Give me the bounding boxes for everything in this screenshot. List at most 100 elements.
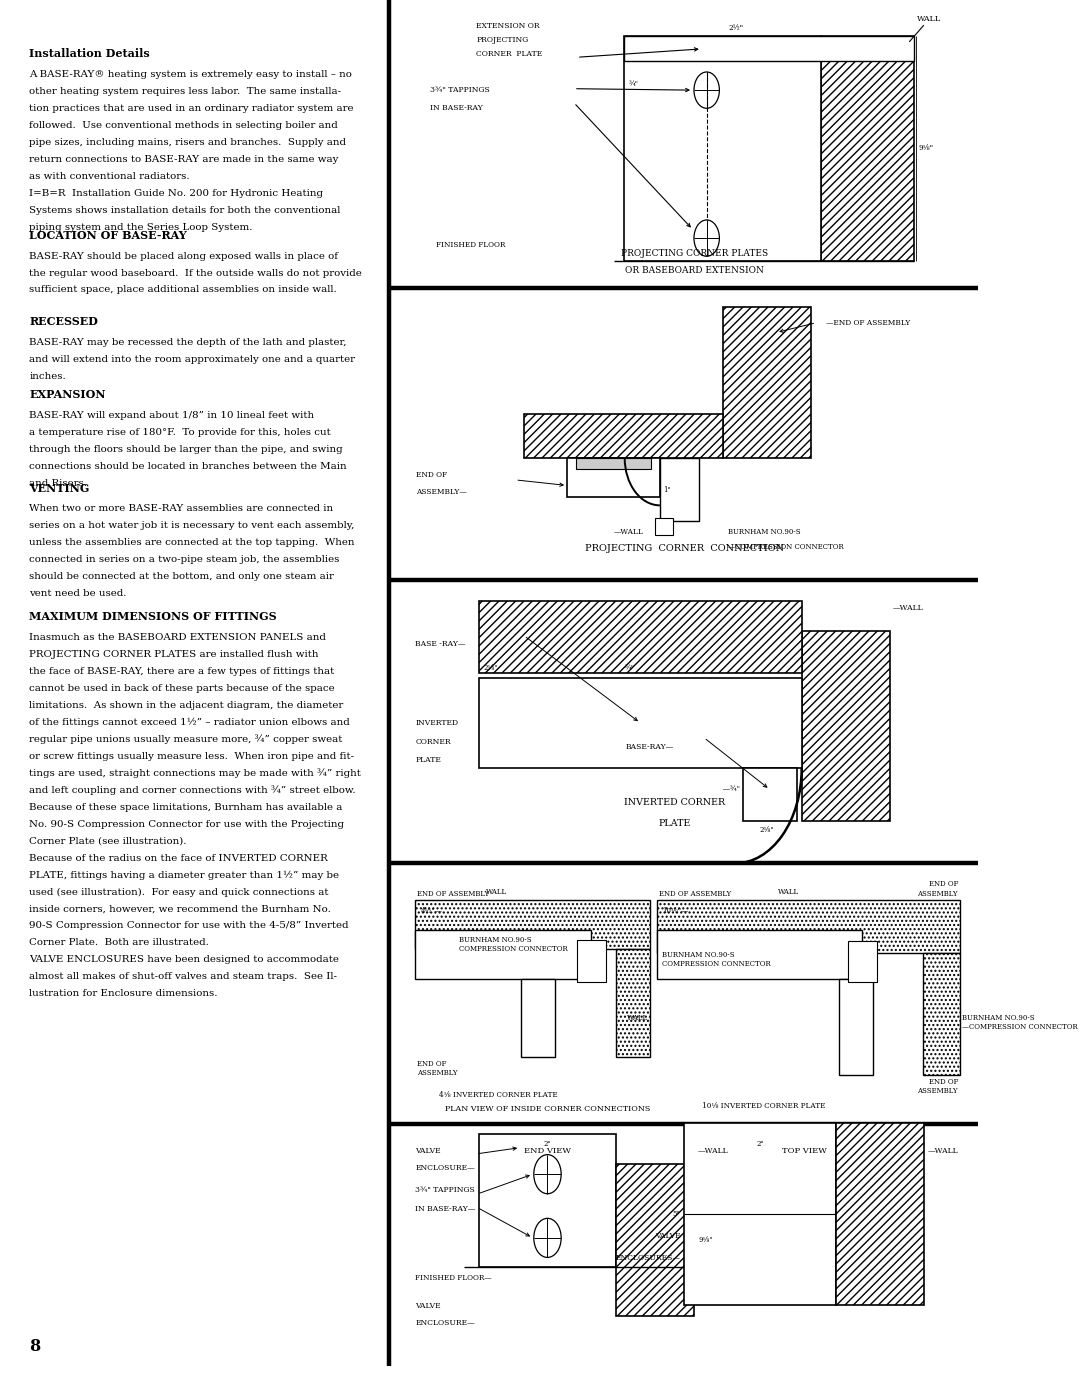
Text: as with conventional radiators.: as with conventional radiators. [29, 172, 190, 180]
Text: INVERTED CORNER: INVERTED CORNER [624, 799, 725, 807]
Bar [656, 518, 673, 535]
Text: 9⅛": 9⅛" [918, 144, 933, 152]
Text: BURNHAM NO.90-S: BURNHAM NO.90-S [728, 528, 801, 536]
Text: Installation Details: Installation Details [29, 49, 150, 59]
Text: limitations.  As shown in the adjacent diagram, the diameter: limitations. As shown in the adjacent di… [29, 701, 343, 710]
Text: EXPANSION: EXPANSION [29, 388, 106, 400]
Text: ―¾": ―¾" [724, 785, 741, 793]
Bar [836, 1123, 923, 1305]
Text: return connections to BASE-RAY are made in the same way: return connections to BASE-RAY are made … [29, 155, 339, 163]
Bar [624, 36, 914, 61]
Bar [624, 36, 821, 261]
Text: or screw fittings usually measure less.  When iron pipe and fit-: or screw fittings usually measure less. … [29, 752, 354, 761]
Text: 2⅛": 2⅛" [759, 826, 773, 834]
Text: BASE-RAY may be recessed the depth of the lath and plaster,: BASE-RAY may be recessed the depth of th… [29, 338, 347, 346]
Text: 1": 1" [663, 486, 671, 493]
Text: 8: 8 [29, 1338, 41, 1355]
Text: INVERTED: INVERTED [416, 719, 459, 728]
Text: WALL: WALL [486, 888, 507, 897]
Bar [839, 979, 873, 1076]
Text: ENCLOSURE—: ENCLOSURE— [416, 1164, 475, 1172]
Text: regular pipe unions usually measure more, ¾” copper sweat: regular pipe unions usually measure more… [29, 735, 342, 745]
Text: —COMPRESSION CONNECTOR: —COMPRESSION CONNECTOR [728, 543, 845, 552]
Bar [616, 1164, 694, 1316]
Text: EXTENSION OR: EXTENSION OR [476, 22, 540, 31]
Bar [416, 901, 650, 950]
Text: END OF
ASSEMBLY: END OF ASSEMBLY [418, 1059, 458, 1077]
Bar [660, 458, 699, 521]
Text: IN BASE-RAY—: IN BASE-RAY— [416, 1204, 476, 1213]
Text: PLATE: PLATE [659, 820, 691, 828]
Text: END OF: END OF [417, 471, 447, 479]
Text: PROJECTING: PROJECTING [476, 36, 528, 45]
Text: OR BASEBOARD EXTENSION: OR BASEBOARD EXTENSION [624, 265, 764, 275]
Text: 2": 2" [543, 1140, 552, 1148]
Text: connections should be located in branches between the Main: connections should be located in branche… [29, 462, 347, 471]
Text: 9⅛": 9⅛" [698, 1236, 713, 1243]
Bar [480, 1134, 616, 1267]
Text: VALVE: VALVE [416, 1302, 441, 1310]
Text: MAXIMUM DIMENSIONS OF FITTINGS: MAXIMUM DIMENSIONS OF FITTINGS [29, 612, 276, 622]
Text: and left coupling and corner connections with ¾” street elbow.: and left coupling and corner connections… [29, 785, 356, 795]
Text: followed.  Use conventional methods in selecting boiler and: followed. Use conventional methods in se… [29, 122, 338, 130]
Text: piping system and the Series Loop System.: piping system and the Series Loop System… [29, 222, 253, 232]
Text: lustration for Enclosure dimensions.: lustration for Enclosure dimensions. [29, 989, 218, 999]
Text: VALVE: VALVE [654, 1232, 680, 1239]
Text: PLAN VIEW OF INSIDE CORNER CONNECTIONS: PLAN VIEW OF INSIDE CORNER CONNECTIONS [445, 1105, 650, 1112]
Text: tings are used, straight connections may be made with ¾” right: tings are used, straight connections may… [29, 768, 361, 778]
Text: series on a hot water job it is necessary to vent each assembly,: series on a hot water job it is necessar… [29, 521, 354, 531]
Text: a temperature rise of 180°F.  To provide for this, holes cut: a temperature rise of 180°F. To provide … [29, 427, 332, 437]
Bar [685, 1123, 836, 1305]
Bar [616, 950, 650, 1058]
Text: 10⅛ INVERTED CORNER PLATE: 10⅛ INVERTED CORNER PLATE [702, 1102, 826, 1109]
Text: —END OF ASSEMBLY: —END OF ASSEMBLY [826, 319, 910, 327]
Text: VALVE ENCLOSURES have been designed to accommodate: VALVE ENCLOSURES have been designed to a… [29, 956, 339, 964]
Text: END OF
ASSEMBLY: END OF ASSEMBLY [918, 880, 958, 897]
Text: Systems shows installation details for both the conventional: Systems shows installation details for b… [29, 205, 340, 215]
Bar [801, 631, 890, 821]
Bar [480, 678, 801, 768]
Text: PLATE: PLATE [416, 756, 442, 764]
Text: WALL: WALL [779, 888, 799, 897]
Text: IN BASE-RAY: IN BASE-RAY [430, 105, 483, 112]
Text: PROJECTING  CORNER  CONNECTION: PROJECTING CORNER CONNECTION [584, 543, 784, 552]
Text: BASE-RAY will expand about 1/8” in 10 lineal feet with: BASE-RAY will expand about 1/8” in 10 li… [29, 411, 314, 419]
Text: inches.: inches. [29, 372, 66, 381]
Bar [848, 940, 877, 982]
Text: 4½"―: 4½"― [420, 908, 442, 915]
Text: 2": 2" [756, 1140, 764, 1148]
Text: WALL: WALL [917, 15, 941, 24]
Bar [821, 36, 914, 261]
Text: Corner Plate.  Both are illustrated.: Corner Plate. Both are illustrated. [29, 939, 210, 947]
Bar [521, 979, 555, 1058]
Text: ENCLOSURE—: ENCLOSURE— [416, 1319, 475, 1327]
Text: ¾": ¾" [624, 664, 634, 672]
Text: Corner Plate (see illustration).: Corner Plate (see illustration). [29, 837, 187, 845]
Text: Because of the radius on the face of INVERTED CORNER: Because of the radius on the face of INV… [29, 854, 328, 862]
Text: 4⅛ INVERTED CORNER PLATE: 4⅛ INVERTED CORNER PLATE [438, 1091, 557, 1098]
Bar [416, 930, 592, 978]
Text: VENTING: VENTING [29, 483, 90, 493]
Text: FINISHED FLOOR—: FINISHED FLOOR— [416, 1274, 492, 1282]
Text: BURNHAM NO.90-S
COMPRESSION CONNECTOR: BURNHAM NO.90-S COMPRESSION CONNECTOR [662, 951, 771, 968]
Text: PROJECTING CORNER PLATES are installed flush with: PROJECTING CORNER PLATES are installed f… [29, 650, 319, 659]
Text: 2⅛": 2⅛" [484, 664, 499, 672]
Text: CORNER  PLATE: CORNER PLATE [476, 50, 542, 59]
Text: BASE-RAY—: BASE-RAY— [625, 743, 674, 752]
Text: inside corners, however, we recommend the Burnham No.: inside corners, however, we recommend th… [29, 904, 332, 914]
Text: —WALL: —WALL [698, 1147, 729, 1155]
Text: connected in series on a two-pipe steam job, the assemblies: connected in series on a two-pipe steam … [29, 556, 340, 564]
Text: —WALL: —WALL [928, 1147, 958, 1155]
Text: pipe sizes, including mains, risers and branches.  Supply and: pipe sizes, including mains, risers and … [29, 138, 347, 147]
Text: When two or more BASE-RAY assemblies are connected in: When two or more BASE-RAY assemblies are… [29, 504, 334, 513]
Text: No. 90-S Compression Connector for use with the Projecting: No. 90-S Compression Connector for use w… [29, 820, 345, 828]
Text: almost all makes of shut-off valves and steam traps.  See Il-: almost all makes of shut-off valves and … [29, 972, 337, 981]
Text: I=B=R  Installation Guide No. 200 for Hydronic Heating: I=B=R Installation Guide No. 200 for Hyd… [29, 189, 323, 198]
Text: END OF ASSEMBLY: END OF ASSEMBLY [418, 890, 489, 898]
Text: 5": 5" [673, 1210, 680, 1218]
Text: used (see illustration).  For easy and quick connections at: used (see illustration). For easy and qu… [29, 887, 328, 897]
Text: cannot be used in back of these parts because of the space: cannot be used in back of these parts be… [29, 685, 335, 693]
Text: Inasmuch as the BASEBOARD EXTENSION PANELS and: Inasmuch as the BASEBOARD EXTENSION PANE… [29, 633, 326, 641]
Text: the regular wood baseboard.  If the outside walls do not provide: the regular wood baseboard. If the outsi… [29, 268, 362, 278]
Text: Because of these space limitations, Burnham has available a: Because of these space limitations, Burn… [29, 803, 342, 812]
